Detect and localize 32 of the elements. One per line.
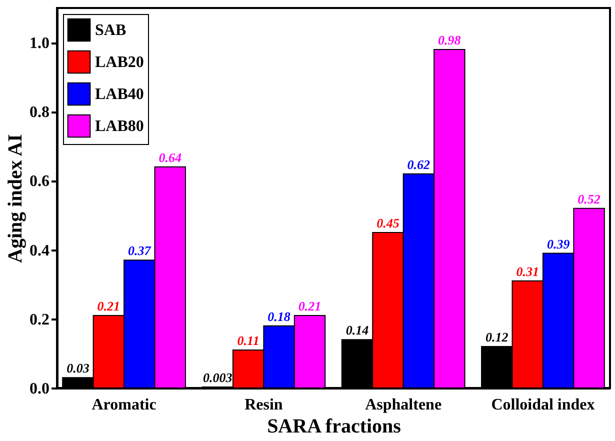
y-tick-label: 1.0: [30, 35, 50, 52]
legend-label: LAB20: [95, 54, 144, 71]
data-label: 0.98: [438, 32, 462, 48]
data-label: 0.21: [298, 298, 322, 314]
y-tick-label: 0.0: [30, 380, 50, 398]
data-label: 0.21: [97, 298, 120, 314]
data-label: 0.52: [578, 191, 601, 206]
legend-label: LAB80: [95, 118, 144, 135]
y-axis-title: Aging index AI: [4, 134, 26, 263]
data-label: 0.37: [128, 243, 152, 258]
data-label: 0.39: [546, 236, 570, 252]
y-tick-label: 0.8: [30, 104, 50, 122]
data-label: 0.18: [268, 308, 291, 324]
data-label: 0.14: [346, 322, 370, 338]
x-tick-label: Aromatic: [92, 396, 156, 414]
data-label: 0.62: [407, 156, 431, 172]
y-tick-label: 0.6: [30, 173, 50, 190]
data-label: 0.64: [158, 150, 182, 165]
data-label: 0.03: [66, 360, 90, 376]
data-label: 0.31: [516, 264, 539, 279]
data-label: 0.45: [376, 216, 400, 231]
x-axis-title: SARA fractions: [267, 416, 402, 438]
y-tick-label: 0.4: [30, 242, 50, 260]
data-label: 0.003: [202, 370, 233, 385]
data-label: 0.11: [237, 333, 260, 348]
data-label: 0.12: [486, 330, 509, 345]
legend-label: SAB: [95, 22, 126, 39]
legend-label: LAB40: [95, 86, 144, 103]
x-tick-label: Colloidal index: [491, 396, 595, 414]
x-tick-label: Asphaltene: [365, 396, 442, 414]
y-tick-label: 0.2: [30, 311, 50, 328]
x-tick-label: Resin: [244, 396, 283, 414]
